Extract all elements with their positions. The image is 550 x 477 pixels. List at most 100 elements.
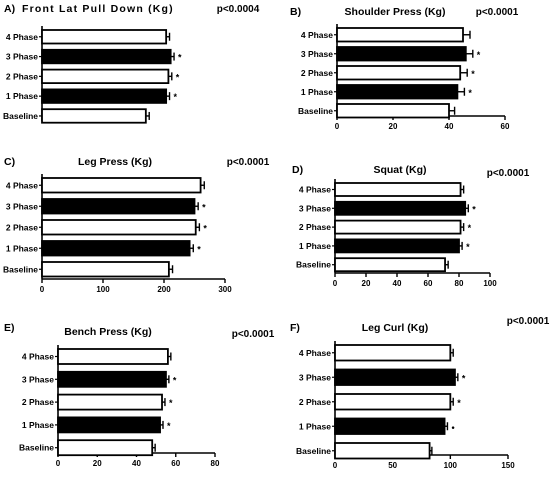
significance-marker: * bbox=[457, 398, 461, 408]
category-label: 4 Phase bbox=[6, 180, 38, 190]
category-label: 3 Phase bbox=[301, 49, 333, 59]
bar bbox=[57, 370, 167, 388]
bar bbox=[41, 48, 172, 65]
p-value-label: p<0.0004 bbox=[217, 4, 260, 15]
x-tick-label: 80 bbox=[455, 279, 464, 288]
category-label: Baseline bbox=[298, 106, 333, 116]
bar bbox=[334, 257, 446, 273]
bar bbox=[41, 177, 202, 194]
category-label: 3 Phase bbox=[22, 374, 54, 384]
category-label: 1 Phase bbox=[6, 91, 38, 101]
chart-title: Squat (Kg) bbox=[373, 164, 426, 176]
chart-panel-1: A) Front Lat Pull Down (Kg) p<0.0004 4 Phas… bbox=[3, 3, 260, 124]
bar bbox=[41, 219, 197, 236]
category-label: Baseline bbox=[296, 260, 331, 270]
x-tick-label: 0 bbox=[333, 279, 338, 288]
bar bbox=[57, 416, 161, 434]
x-tick-label: 100 bbox=[444, 461, 458, 470]
x-tick-label: 40 bbox=[393, 279, 402, 288]
significance-marker: * bbox=[173, 375, 177, 385]
category-label: 4 Phase bbox=[22, 352, 54, 362]
x-tick-label: 20 bbox=[93, 459, 102, 468]
significance-marker: * bbox=[462, 373, 466, 383]
significance-marker: * bbox=[203, 223, 207, 233]
x-tick-label: 100 bbox=[96, 285, 110, 294]
category-label: 1 Phase bbox=[299, 241, 331, 251]
bar bbox=[336, 84, 459, 100]
x-tick-label: 60 bbox=[424, 279, 433, 288]
x-tick-label: 200 bbox=[157, 285, 171, 294]
panel-label: F) bbox=[290, 322, 300, 334]
chart-title: Leg Curl (Kg) bbox=[362, 322, 429, 334]
significance-marker: * bbox=[178, 53, 182, 63]
bar bbox=[336, 46, 467, 62]
chart-panel-5: E) Bench Press (Kg) p<0.0001 0 20 40 60 80 4 Pha… bbox=[4, 322, 275, 468]
significance-marker: * bbox=[167, 421, 171, 431]
x-tick-label: 100 bbox=[483, 279, 497, 288]
x-tick-label: 0 bbox=[40, 285, 45, 294]
category-label: 4 Phase bbox=[301, 30, 333, 40]
category-label: 3 Phase bbox=[6, 201, 38, 211]
bar bbox=[41, 261, 170, 278]
significance-marker: * bbox=[472, 204, 476, 214]
category-label: 4 Phase bbox=[6, 32, 38, 42]
x-tick-label: 300 bbox=[218, 285, 232, 294]
panel-label: E) bbox=[4, 322, 15, 334]
category-label: 3 Phase bbox=[299, 372, 331, 382]
p-value-label: p<0.0001 bbox=[232, 329, 275, 340]
category-label: 2 Phase bbox=[299, 222, 331, 232]
significance-marker: * bbox=[169, 398, 173, 408]
bar bbox=[336, 65, 462, 81]
chart-title: Front Lat Pull Down (Kg) bbox=[22, 3, 174, 15]
bar bbox=[334, 417, 446, 435]
p-value-label: p<0.0001 bbox=[227, 157, 270, 168]
bar bbox=[41, 88, 168, 104]
bar bbox=[334, 368, 456, 386]
significance-marker: * bbox=[477, 50, 481, 60]
significance-marker: * bbox=[468, 88, 472, 98]
x-tick-label: 80 bbox=[211, 459, 220, 468]
category-label: 2 Phase bbox=[6, 71, 38, 81]
category-label: 3 Phase bbox=[299, 203, 331, 213]
bar bbox=[41, 68, 170, 84]
chart-panel-6: F) Leg Curl (Kg) p<0.0001 0 50 100 150 4 Phase 3… bbox=[290, 316, 550, 470]
bar bbox=[334, 200, 467, 216]
category-label: Baseline bbox=[3, 111, 38, 121]
x-tick-label: 50 bbox=[388, 461, 397, 470]
category-label: 4 Phase bbox=[299, 348, 331, 358]
x-tick-label: 0 bbox=[56, 459, 61, 468]
category-label: 1 Phase bbox=[301, 87, 333, 97]
significance-marker: * bbox=[197, 244, 201, 254]
x-tick-label: 20 bbox=[362, 279, 371, 288]
x-tick-label: 60 bbox=[171, 459, 180, 468]
chart-title: Bench Press (Kg) bbox=[64, 326, 152, 338]
category-label: Baseline bbox=[296, 446, 331, 456]
x-tick-label: 40 bbox=[445, 122, 454, 131]
category-label: 1 Phase bbox=[6, 243, 38, 253]
x-tick-label: 20 bbox=[389, 122, 398, 131]
significance-marker: • bbox=[451, 422, 454, 432]
p-value-label: p<0.0001 bbox=[476, 7, 519, 18]
category-label: 3 Phase bbox=[6, 52, 38, 62]
bar bbox=[334, 238, 460, 254]
bar bbox=[41, 108, 147, 124]
bar bbox=[334, 442, 431, 460]
bar bbox=[57, 348, 169, 365]
panel-label: C) bbox=[4, 156, 15, 168]
category-label: Baseline bbox=[3, 264, 38, 274]
bar bbox=[336, 27, 464, 43]
significance-marker: * bbox=[202, 202, 206, 212]
x-tick-label: 40 bbox=[132, 459, 141, 468]
bar bbox=[41, 240, 191, 257]
panel-label: A) bbox=[4, 3, 15, 15]
panel-label: D) bbox=[292, 164, 303, 176]
significance-marker: * bbox=[176, 72, 180, 82]
significance-marker: * bbox=[174, 92, 178, 102]
category-label: 1 Phase bbox=[22, 420, 54, 430]
category-label: 2 Phase bbox=[6, 222, 38, 232]
category-label: Baseline bbox=[19, 443, 54, 453]
bar bbox=[41, 198, 196, 215]
panel-label: B) bbox=[290, 6, 301, 18]
bar bbox=[334, 393, 452, 411]
